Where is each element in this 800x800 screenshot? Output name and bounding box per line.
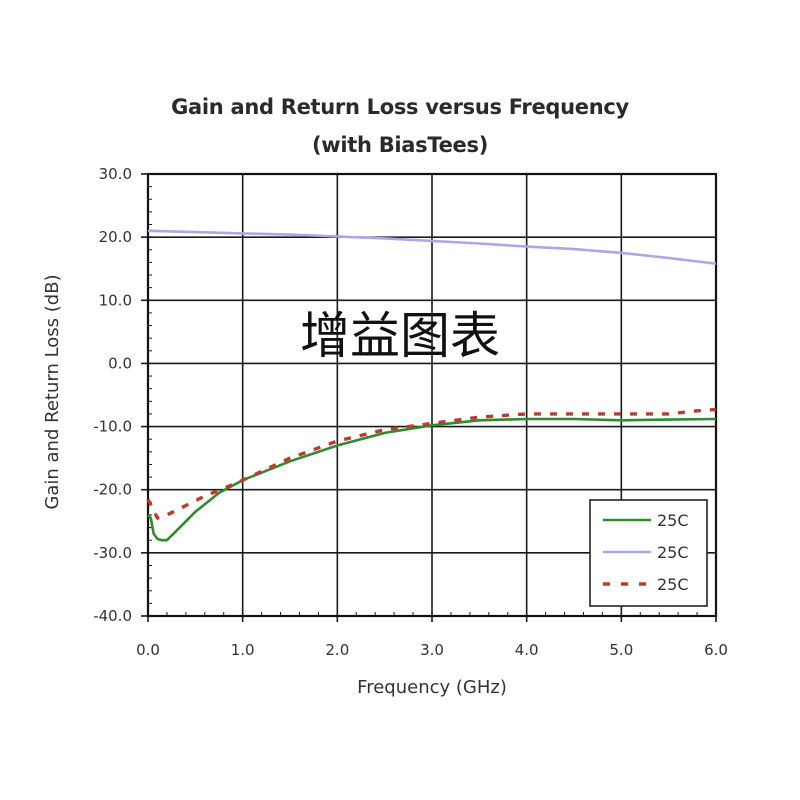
plot-frame xyxy=(146,172,718,618)
x-tick-label: 6.0 xyxy=(704,641,728,659)
y-tick-label: -20.0 xyxy=(93,481,132,499)
series-line-2 xyxy=(147,229,717,265)
y-tick-label: 0.0 xyxy=(108,354,132,372)
y-axis-label: Gain and Return Loss (dB) xyxy=(42,274,63,509)
series-line-1 xyxy=(147,417,717,542)
x-tick-label: 1.0 xyxy=(231,641,255,659)
x-tick-label: 3.0 xyxy=(420,641,444,659)
y-tick-label: 30.0 xyxy=(99,165,132,183)
watermark-text: 增益图表 xyxy=(300,307,500,365)
y-tick-label: 10.0 xyxy=(99,291,132,309)
x-axis-label: Frequency (GHz) xyxy=(357,677,507,698)
data-series xyxy=(146,229,717,542)
x-axis-tick-labels: 0.0 1.0 2.0 3.0 4.0 5.0 6.0 xyxy=(136,641,728,659)
legend-label-2: 25C xyxy=(657,543,689,562)
legend-label-3: 25C xyxy=(657,575,689,594)
x-tick-label: 5.0 xyxy=(609,641,633,659)
y-tick-label: 20.0 xyxy=(99,228,132,246)
chart-subtitle: (with BiasTees) xyxy=(312,133,488,157)
x-tick-label: 0.0 xyxy=(136,641,160,659)
y-axis-tick-labels: 30.0 20.0 10.0 0.0 -10.0 -20.0 -30.0 -40.0 xyxy=(93,165,132,625)
grid-lines xyxy=(141,173,717,622)
legend-label-1: 25C xyxy=(657,511,689,530)
chart-title: Gain and Return Loss versus Frequency xyxy=(171,95,629,119)
legend: 25C 25C 25C xyxy=(589,499,708,607)
y-tick-label: -10.0 xyxy=(93,418,132,436)
y-tick-label: -30.0 xyxy=(93,544,132,562)
y-tick-label: -40.0 xyxy=(93,607,132,625)
x-tick-label: 2.0 xyxy=(325,641,349,659)
x-tick-label: 4.0 xyxy=(515,641,539,659)
